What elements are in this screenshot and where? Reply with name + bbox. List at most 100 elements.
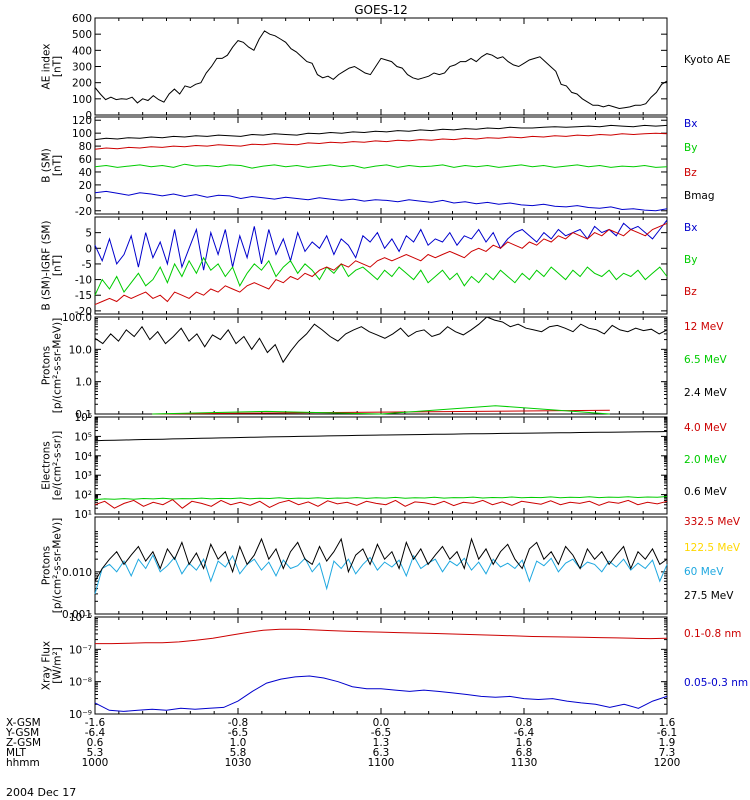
orbit-row-label: Z-GSM — [6, 737, 41, 749]
panel-protons_lo: 0.001 0.010 332.5 MeV 122.5 MeV 60 MeV 27.5 M… — [41, 516, 741, 621]
orbit-cell: 1030 — [225, 757, 252, 769]
panel-frame — [94, 416, 668, 515]
y-tick-label: -15 — [75, 290, 92, 302]
y-axis-label: Electrons — [41, 441, 53, 490]
y-tick-label: 1.0 — [75, 377, 92, 389]
panel-bdiff: -20 -15 -10 -5 0 5 Bx By Bz B (SM)-IGRF (SM) [nT] — [41, 216, 697, 318]
y-tick-label: -20 — [75, 206, 92, 218]
y-tick-label: 60 — [79, 154, 92, 166]
orbit-cell: 0.6 — [87, 737, 104, 749]
orbit-cell: -6.1 — [657, 727, 678, 739]
orbit-cell: 1.0 — [230, 737, 247, 749]
series-line-bmag — [94, 124, 668, 141]
orbit-cell: 5.8 — [230, 747, 247, 759]
legend-332-5-mev: 332.5 MeV — [684, 516, 741, 528]
panel-frame — [94, 316, 668, 415]
chart-title: GOES-12 — [354, 3, 408, 17]
orbit-cell: 1.9 — [659, 737, 676, 749]
orbit-cell: 7.3 — [659, 747, 676, 759]
legend-bmag: Bmag — [684, 190, 715, 202]
y-tick-label: 20 — [79, 180, 92, 192]
y-tick-label: -5 — [82, 259, 92, 271]
orbit-cell: 0.0 — [373, 717, 390, 729]
series-line-2-4-mev — [94, 316, 668, 364]
legend-bx: Bx — [684, 222, 697, 234]
series-line-0-05-0-3-nm — [94, 675, 668, 712]
orbit-cell: -6.4 — [85, 727, 106, 739]
legend-0-1-0-8-nm: 0.1-0.8 nm — [684, 628, 741, 640]
orbit-cell: 0.8 — [516, 717, 533, 729]
series-line-12-mev — [152, 409, 610, 415]
orbit-cell: 5.3 — [87, 747, 104, 759]
y-tick-label: 100 — [72, 94, 92, 106]
y-tick-label: 300 — [72, 62, 92, 74]
orbit-table: X-GSMY-GSMZ-GSMMLThhmm-1.6-6.40.65.31000… — [5, 717, 680, 769]
legend-6-5-mev: 6.5 MeV — [684, 354, 728, 366]
y-axis-label: Protons — [41, 346, 53, 385]
y-tick-label: 10⁻⁷ — [69, 644, 92, 656]
series-line-27-5-mev — [94, 537, 668, 582]
y-axis-label: B (SM)-IGRF (SM) — [41, 220, 53, 310]
y-tick-label: 10⁻⁶ — [69, 612, 92, 624]
legend-bz: Bz — [684, 167, 697, 179]
y-tick-label: 0.001 — [62, 609, 92, 621]
y-tick-label: -20 — [75, 306, 92, 318]
y-tick-label: 400 — [72, 45, 92, 57]
orbit-cell: 1.6 — [516, 737, 533, 749]
y-tick-label: 0 — [85, 193, 92, 205]
y-axis-label: B (SM) — [41, 148, 53, 182]
series-line-bx — [94, 219, 668, 271]
legend-27-5-mev: 27.5 MeV — [684, 590, 734, 602]
orbit-cell: 1100 — [368, 757, 395, 769]
legend-bx: Bx — [684, 118, 697, 130]
legend-2-0-mev: 2.0 MeV — [684, 454, 728, 466]
orbit-row-label: hhmm — [6, 757, 40, 769]
orbit-cell: -6.4 — [514, 727, 535, 739]
orbit-cell: 1130 — [511, 757, 538, 769]
y-tick-label: 120 — [72, 115, 92, 127]
series-line-0-1-0-8-nm — [95, 628, 668, 645]
y-tick-label: 10⁶ — [74, 412, 92, 424]
orbit-cell: 6.8 — [516, 747, 533, 759]
legend-by: By — [684, 142, 697, 154]
y-tick-label: 0.010 — [62, 567, 92, 579]
date-label: 2004 Dec 17 — [6, 786, 76, 799]
series-line-4-0-mev — [94, 498, 668, 509]
y-tick-label: 0 — [85, 243, 92, 255]
y-tick-label: 500 — [72, 29, 92, 41]
panel-electrons: 10¹ 10² 10³ 10⁴ 10⁵ 10⁶ 4.0 MeV 2.0 MeV 0.6 MeV E… — [41, 412, 728, 521]
panel-protons_hi: 0.1 1.0 10.0 100.0 12 MeV 6.5 MeV 2.4 MeV Proto… — [41, 312, 728, 421]
orbit-cell: 6.3 — [373, 747, 390, 759]
y-tick-label: 100 — [72, 128, 92, 140]
y-tick-label: 80 — [79, 141, 92, 153]
y-axis-label: [W/m²] — [52, 647, 64, 684]
orbit-cell: 1200 — [654, 757, 681, 769]
legend-4-0-mev: 4.0 MeV — [684, 422, 728, 434]
series-line-by — [94, 163, 668, 169]
orbit-cell: -6.5 — [228, 727, 249, 739]
orbit-cell: 1000 — [82, 757, 109, 769]
legend-60-mev: 60 MeV — [684, 566, 724, 578]
series-line-60-mev — [94, 553, 668, 595]
y-tick-label: 5 — [85, 228, 92, 240]
series-line-bx — [94, 190, 668, 212]
orbit-row-label: X-GSM — [6, 717, 41, 729]
series-line-0-6-mev — [94, 431, 668, 442]
y-tick-label: 10³ — [74, 470, 92, 482]
y-tick-label: 40 — [79, 167, 92, 179]
orbit-row-label: Y-GSM — [5, 727, 39, 739]
y-axis-label: Xray Flux — [41, 641, 53, 690]
y-tick-label: 200 — [72, 78, 92, 90]
y-axis-label: [nT] — [52, 155, 64, 176]
legend-0-05-0-3-nm: 0.05-0.3 nm — [684, 677, 748, 689]
series-line-by — [94, 256, 668, 296]
legend-122-5-mev: 122.5 MeV — [684, 542, 741, 554]
panel-frame — [94, 616, 668, 715]
series-line-bz — [94, 222, 668, 306]
panel-ae: 0 100 200 300 400 500 600 Kyoto AE AE index [nT] — [41, 13, 731, 122]
y-axis-label: [nT] — [52, 56, 64, 77]
orbit-cell: -0.8 — [228, 717, 249, 729]
y-axis-label: Protons — [41, 546, 53, 585]
y-axis-label: [nT] — [52, 255, 64, 276]
